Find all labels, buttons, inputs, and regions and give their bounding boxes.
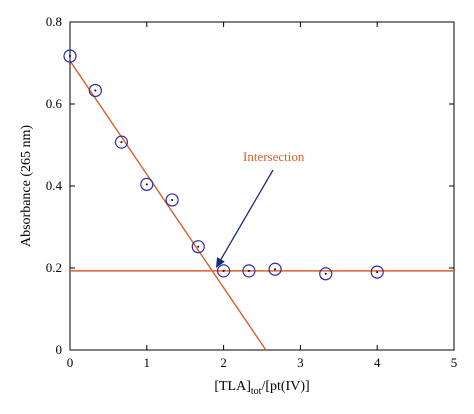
x-tick-label: 2 <box>220 355 227 370</box>
data-point-dot <box>69 55 71 58</box>
fit-lines <box>69 60 454 351</box>
data-point <box>217 264 231 278</box>
axis-ticks: 0 1 2 3 4 5 0 0.2 0.4 0.6 0.8 <box>46 14 458 370</box>
data-point <box>319 267 333 281</box>
intersection-label: Intersection <box>243 149 305 164</box>
x-tick-label: 5 <box>451 355 458 370</box>
data-point-circle <box>191 240 205 254</box>
data-point-dot <box>94 89 97 92</box>
data-point <box>165 193 179 207</box>
data-point <box>140 177 154 191</box>
data-point-dot <box>376 271 379 274</box>
data-point-dot <box>274 268 277 271</box>
y-tick-label: 0.4 <box>46 178 63 193</box>
x-tick-label: 0 <box>67 355 74 370</box>
y-tick-label: 0.8 <box>46 14 62 29</box>
intersection-arrowhead <box>215 257 225 268</box>
data-point <box>370 265 384 279</box>
intersection-arrow <box>220 169 274 260</box>
data-point-circle <box>217 264 231 278</box>
data-point-circle <box>140 177 154 191</box>
data-point-dot <box>120 141 123 144</box>
data-point-circle <box>319 267 333 281</box>
data-point-circle <box>370 265 384 279</box>
data-point-dot <box>197 245 200 248</box>
data-point <box>88 83 102 98</box>
fit-line <box>69 60 267 351</box>
x-tick-label: 1 <box>144 355 151 370</box>
data-point <box>114 135 129 149</box>
data-point-circle <box>63 49 77 63</box>
data-points <box>63 49 384 281</box>
y-tick-label: 0 <box>56 342 63 357</box>
y-axis-title: Absorbance (265 nm) <box>19 125 34 247</box>
data-point-dot <box>222 269 225 272</box>
data-point <box>63 49 77 63</box>
y-tick-label: 0.2 <box>46 260 62 275</box>
x-axis-title: [TLA]tot/[pt(IV)] <box>214 379 309 397</box>
data-point <box>191 240 205 254</box>
data-point-circle <box>114 135 129 149</box>
x-axis-title-main: [TLA] <box>214 379 251 394</box>
data-point-dot <box>247 269 250 272</box>
plot-frame <box>69 21 455 351</box>
data-point-circle <box>268 262 282 276</box>
data-point-dot <box>145 183 148 186</box>
x-axis-title-sub: tot <box>251 386 262 397</box>
data-point <box>242 264 256 278</box>
data-point-circle <box>165 193 179 207</box>
data-point-circle <box>88 83 102 98</box>
x-axis-title-rest: /[pt(IV)] <box>261 379 309 394</box>
x-tick-label: 3 <box>297 355 304 370</box>
y-tick-label: 0.6 <box>46 96 63 111</box>
data-point-dot <box>324 272 327 275</box>
data-point-dot <box>171 198 174 201</box>
data-point-circle <box>242 264 256 278</box>
annotation-layer: Intersection <box>215 149 305 268</box>
x-tick-label: 4 <box>374 355 381 370</box>
data-point <box>268 262 282 276</box>
